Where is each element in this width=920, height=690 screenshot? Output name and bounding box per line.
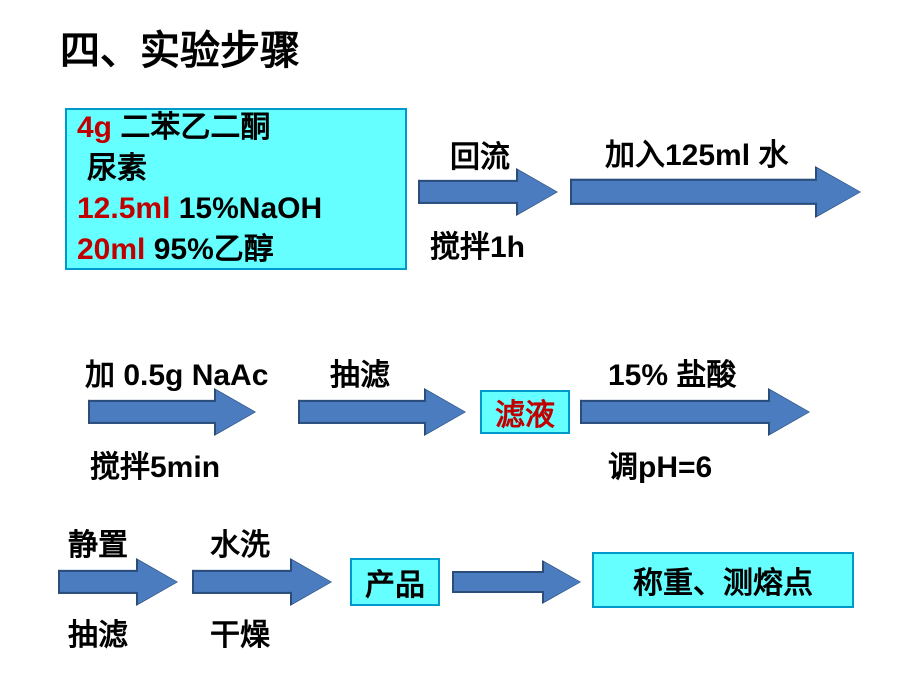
arrow7-top-label: 水洗: [210, 520, 270, 564]
final-box: 称重、测熔点: [592, 552, 854, 608]
arrow5-top-label: 15% 盐酸: [608, 350, 736, 394]
arrow1-bottom-label: 搅拌1h: [430, 222, 525, 266]
arrow-settle: [58, 560, 178, 604]
page-title: 四、实验步骤: [60, 18, 300, 76]
final-text: 称重、测熔点: [633, 558, 813, 602]
arrow-add-water: [570, 168, 860, 216]
arrow-filter-1: [298, 390, 466, 434]
arrow5-bottom-label: 调pH=6: [608, 442, 712, 486]
filtrate-box: 滤液: [480, 390, 570, 434]
filtrate-text: 滤液: [495, 390, 555, 434]
reagent-box: 4g 二苯乙二酮尿素12.5ml 15%NaOH20ml 95%乙醇: [65, 108, 407, 270]
arrow-hcl: [580, 390, 810, 434]
product-box: 产品: [350, 558, 440, 606]
arrow3-bottom-label: 搅拌5min: [90, 442, 220, 486]
arrow6-top-label: 静置: [68, 520, 128, 564]
filter-label-1: 抽滤: [330, 350, 390, 394]
arrow6-bottom-label: 抽滤: [68, 610, 128, 654]
arrow-to-final: [452, 562, 580, 602]
arrow-wash: [192, 560, 332, 604]
arrow7-bottom-label: 干燥: [210, 610, 270, 654]
arrow-reflux: [418, 170, 558, 214]
product-text: 产品: [365, 560, 425, 604]
arrow-naac: [88, 390, 256, 434]
